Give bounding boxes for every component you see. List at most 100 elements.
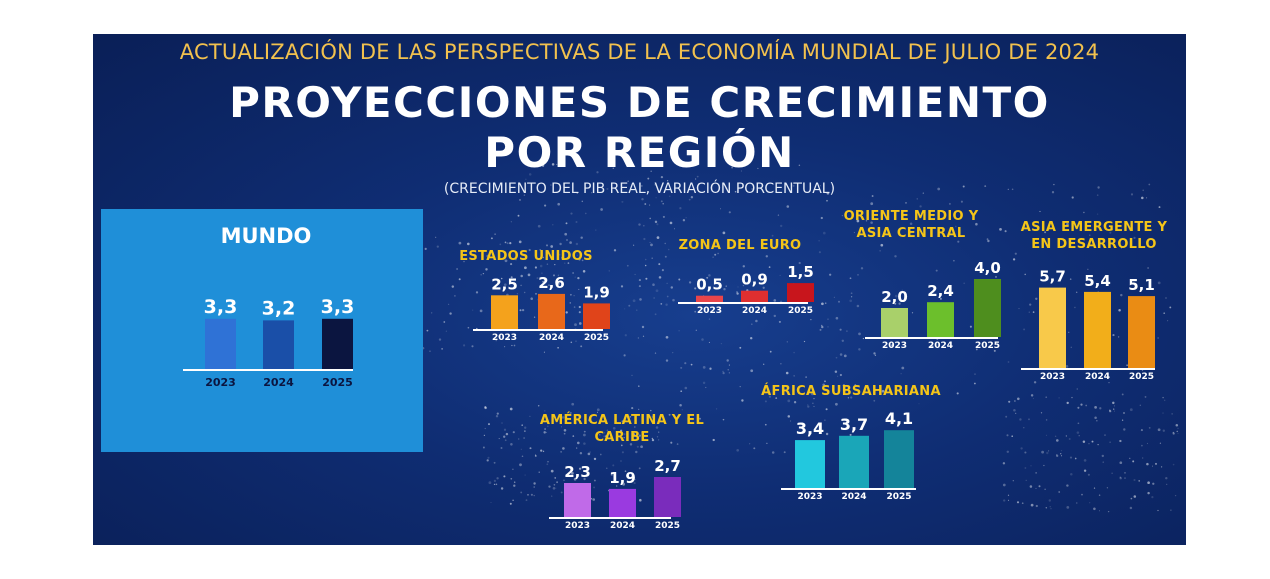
map-dot — [1151, 496, 1154, 499]
map-dot — [993, 349, 996, 352]
map-dot — [1068, 331, 1070, 333]
map-dot — [1087, 473, 1090, 476]
map-dot — [510, 477, 513, 480]
map-dot — [922, 192, 924, 194]
map-dot — [819, 185, 821, 187]
map-dot — [638, 285, 641, 288]
map-dot — [856, 219, 860, 223]
map-dot — [504, 259, 508, 263]
map-dot — [768, 266, 771, 268]
data-label: 5,1 — [1128, 276, 1155, 294]
map-dot — [546, 425, 549, 428]
map-dot — [775, 397, 778, 399]
map-dot — [678, 278, 681, 281]
map-dot — [496, 412, 499, 415]
map-dot — [539, 264, 543, 268]
map-dot — [638, 467, 641, 470]
map-dot — [1157, 509, 1159, 512]
map-dot — [1165, 297, 1167, 299]
map-dot — [1028, 311, 1030, 313]
bar-2024 — [927, 302, 954, 337]
map-dot — [728, 372, 730, 374]
map-dot — [1094, 406, 1097, 409]
map-dot — [962, 185, 965, 188]
map-dot — [798, 164, 801, 167]
map-dot — [939, 297, 942, 300]
map-dot — [599, 453, 602, 456]
map-dot — [1002, 483, 1006, 487]
map-dot — [827, 326, 829, 328]
year-tick-label: 2025 — [886, 492, 911, 502]
map-dot — [565, 238, 569, 242]
map-dot — [654, 313, 657, 316]
map-dot — [600, 208, 603, 211]
map-dot — [547, 460, 549, 463]
map-dot — [1129, 457, 1131, 459]
data-label: 3,3 — [204, 296, 238, 318]
map-dot — [503, 435, 506, 438]
year-tick-label: 2025 — [584, 333, 609, 343]
map-dot — [530, 493, 533, 496]
map-dot — [935, 269, 938, 272]
map-dot — [826, 199, 828, 202]
map-dot — [644, 264, 647, 267]
map-dot — [1024, 273, 1026, 276]
map-dot — [1045, 419, 1048, 421]
map-dot — [640, 445, 643, 449]
chart-title-mundo: MUNDO — [220, 224, 312, 248]
map-dot — [963, 282, 966, 285]
map-dot — [1093, 507, 1096, 511]
map-dot — [1089, 502, 1091, 504]
map-dot — [841, 214, 844, 217]
map-dot — [819, 328, 822, 331]
map-dot — [570, 212, 573, 215]
map-dot — [1093, 487, 1096, 489]
map-dot — [576, 254, 579, 256]
map-dot — [612, 167, 615, 170]
map-dot — [1074, 306, 1076, 309]
map-dot — [658, 431, 660, 433]
map-dot — [527, 273, 531, 277]
map-dot — [739, 385, 741, 388]
map-dot — [548, 284, 550, 287]
map-dot — [639, 298, 642, 301]
map-dot — [557, 202, 561, 206]
map-dot — [1007, 494, 1010, 496]
map-dot — [513, 344, 516, 347]
map-dot — [694, 310, 697, 313]
map-dot — [512, 468, 514, 471]
map-dot — [528, 248, 531, 252]
map-dot — [824, 380, 826, 383]
map-dot — [573, 477, 577, 481]
map-dot — [1065, 365, 1069, 368]
map-dot — [560, 491, 563, 494]
map-dot — [806, 404, 809, 406]
year-tick-label: 2023 — [565, 521, 590, 531]
chart-1: 2,5 2023 2,6 2024 1,9 2025 — [473, 274, 610, 343]
map-dot — [841, 339, 844, 342]
map-dot — [1012, 258, 1016, 261]
map-dot — [1113, 410, 1116, 412]
map-dot — [519, 463, 522, 467]
map-dot — [629, 415, 632, 418]
page-title-line2: POR REGIÓN — [484, 128, 795, 177]
map-dot — [1129, 408, 1133, 412]
map-dot — [454, 295, 456, 297]
map-dot — [741, 399, 744, 402]
map-dot — [709, 367, 712, 370]
map-dot — [495, 339, 497, 342]
map-dot — [515, 258, 517, 261]
chart-5: 2,3 2023 1,9 2024 2,7 2025 — [549, 457, 681, 531]
map-dot — [1109, 410, 1112, 413]
bar-2023 — [491, 295, 518, 330]
map-dot — [1108, 381, 1110, 384]
map-dot — [1048, 450, 1050, 452]
map-dot — [1051, 191, 1055, 194]
map-dot — [506, 242, 509, 245]
map-dot — [577, 276, 580, 280]
year-tick-label: 2023 — [205, 376, 236, 389]
map-dot — [1019, 418, 1022, 421]
map-dot — [974, 373, 976, 375]
map-dot — [1140, 429, 1143, 432]
map-dot — [498, 335, 501, 338]
